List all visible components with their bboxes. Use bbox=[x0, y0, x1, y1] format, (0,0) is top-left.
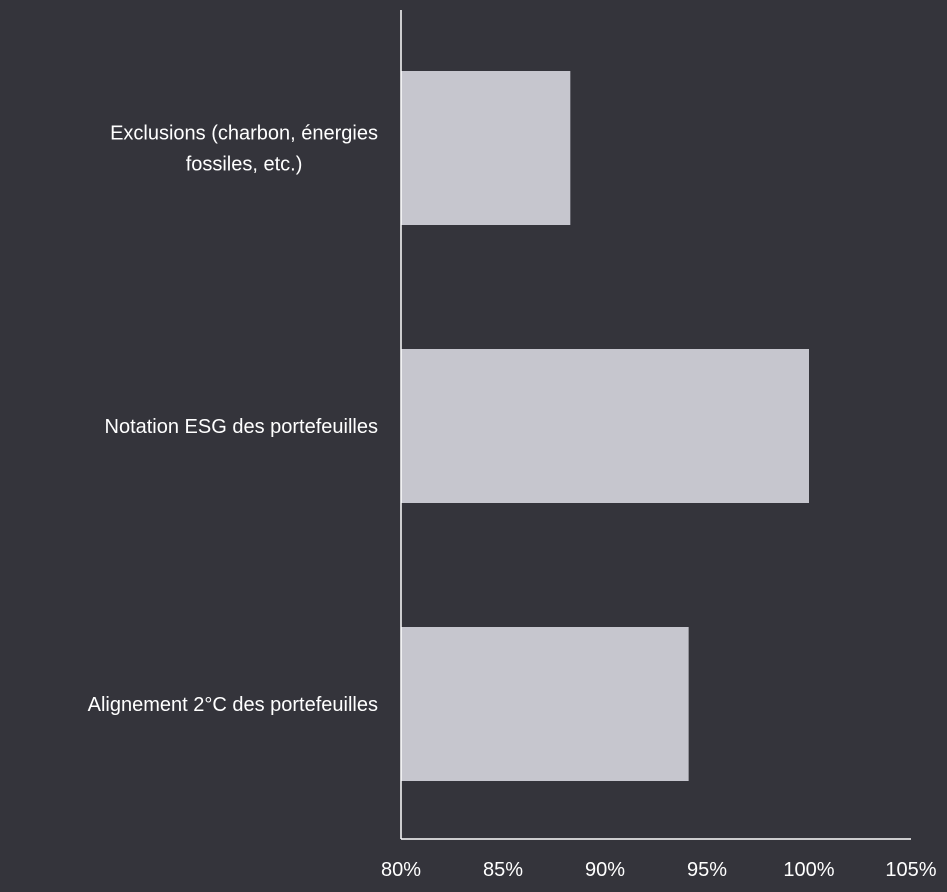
category-label-line: Notation ESG des portefeuilles bbox=[105, 416, 379, 438]
x-tick-label-1: 80% bbox=[381, 859, 421, 881]
bar-1 bbox=[401, 71, 571, 225]
category-labels: Exclusions (charbon, énergies fossiles, e… bbox=[88, 123, 378, 717]
x-tick-label-6: 105% bbox=[885, 859, 936, 881]
category-label-line: fossiles, etc.) bbox=[186, 154, 303, 176]
x-tick-labels: 80% 85% 90% 95% 100% 105% bbox=[381, 859, 937, 881]
category-label-2: Notation ESG des portefeuilles bbox=[105, 416, 379, 438]
x-tick-label-3: 90% bbox=[585, 859, 625, 881]
category-label-1: Exclusions (charbon, énergies fossiles, e… bbox=[110, 123, 378, 176]
bars-layer bbox=[401, 71, 809, 781]
x-tick-label-5: 100% bbox=[783, 859, 834, 881]
x-tick-label-4: 95% bbox=[687, 859, 727, 881]
category-label-line: Exclusions (charbon, énergies bbox=[110, 123, 378, 145]
bar-3 bbox=[401, 627, 689, 781]
category-label-line: Alignement 2°C des portefeuilles bbox=[88, 694, 378, 716]
x-tick-label-2: 85% bbox=[483, 859, 523, 881]
category-label-3: Alignement 2°C des portefeuilles bbox=[88, 694, 378, 716]
bar-2 bbox=[401, 349, 809, 503]
